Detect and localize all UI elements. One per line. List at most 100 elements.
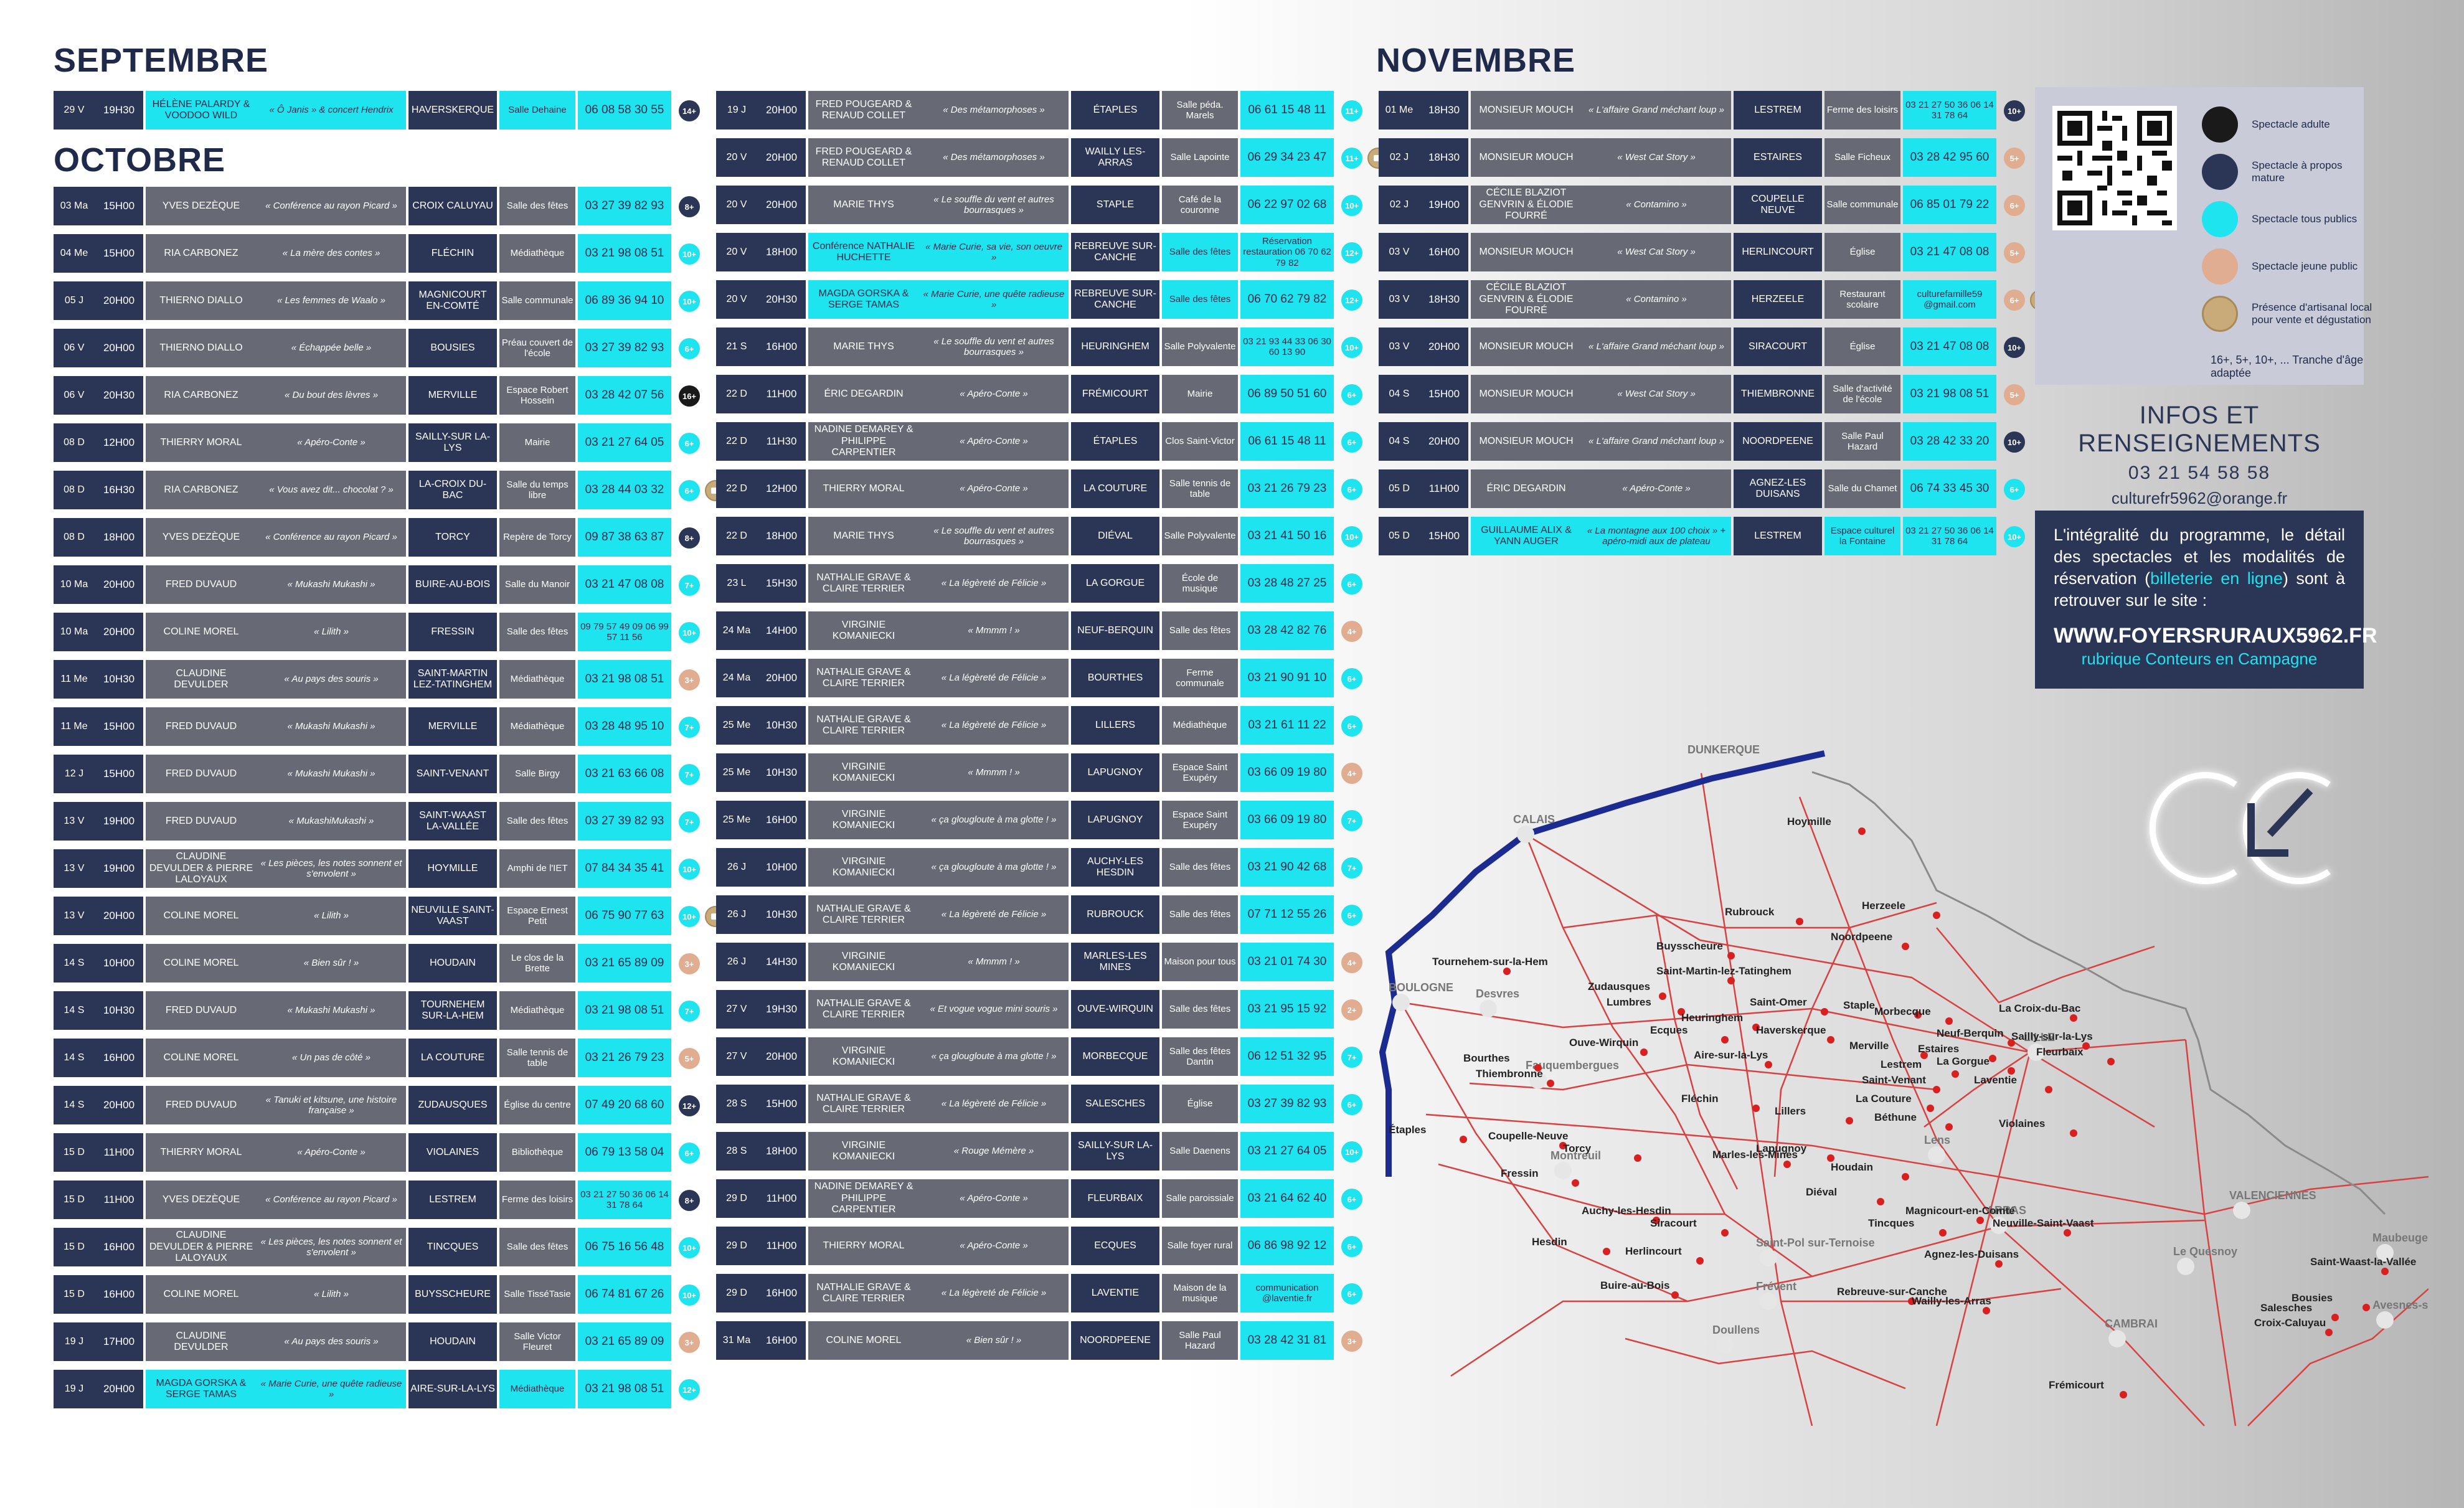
event-artist: NATHALIE GRAVE & CLAIRE TERRIER (808, 1085, 919, 1123)
event-venue: Médiathèque (499, 660, 575, 699)
event-phone[interactable]: 03 21 93 44 33 06 30 60 13 90 (1240, 328, 1334, 366)
event-phone[interactable]: 03 28 42 82 76 (1240, 611, 1334, 650)
event-phone[interactable]: 03 21 65 89 09 (578, 944, 671, 983)
map-label: La Gorgue (1937, 1055, 1990, 1067)
event-phone[interactable]: 03 27 39 82 93 (1240, 1085, 1334, 1123)
map-label: DUNKERQUE (1688, 743, 1760, 756)
event-date: 14 S (54, 991, 95, 1030)
event-phone[interactable]: 03 21 63 66 08 (578, 755, 671, 793)
event-phone[interactable]: culturefamille59 @gmail.com (1903, 280, 1996, 319)
event-phone[interactable]: 03 21 41 50 16 (1240, 517, 1334, 555)
age-badge: 2+ (1341, 999, 1362, 1020)
event-phone[interactable]: communication @laventie.fr (1240, 1274, 1334, 1312)
event-phone[interactable]: 03 28 44 03 32 (578, 471, 671, 509)
event-date: 21 S (716, 328, 757, 366)
event-phone[interactable]: 07 71 12 55 26 (1240, 895, 1334, 934)
website-link[interactable]: WWW.FOYERSRURAUX5962.FR (2054, 624, 2377, 648)
event-title: « Contamino » (1582, 280, 1731, 319)
info-phone[interactable]: 03 21 54 58 58 (2128, 463, 2271, 483)
event-phone[interactable]: 03 21 26 79 23 (1240, 469, 1334, 508)
qr-code[interactable] (2052, 106, 2177, 230)
event-phone[interactable]: 03 21 61 11 22 (1240, 706, 1334, 745)
event-phone[interactable]: 03 27 39 82 93 (578, 329, 671, 367)
event-phone[interactable]: 07 84 34 35 41 (578, 849, 671, 888)
event-phone[interactable]: 06 75 16 56 48 (578, 1228, 671, 1266)
map-label: Siracourt (1650, 1217, 1697, 1229)
event-phone[interactable]: 06 12 51 32 95 (1240, 1037, 1334, 1076)
event-city: SALESCHES (1071, 1085, 1159, 1123)
event-artist: NATHALIE GRAVE & CLAIRE TERRIER (808, 659, 919, 697)
map-label: Frémicourt (2049, 1379, 2104, 1391)
event-phone[interactable]: Réservation restauration 06 70 62 79 82 (1240, 233, 1334, 271)
event-date: 29 D (716, 1274, 757, 1312)
event-phone[interactable]: 03 66 09 19 80 (1240, 753, 1334, 792)
event-phone[interactable]: 03 21 27 50 36 06 14 31 78 64 (578, 1180, 671, 1219)
event-phone[interactable]: 09 79 57 49 09 06 99 57 11 56 (578, 613, 671, 651)
event-phone[interactable]: 06 85 01 79 22 (1903, 186, 1996, 224)
event-phone[interactable]: 03 21 27 50 36 06 14 31 78 64 (1903, 517, 1996, 555)
event-venue: Salle Polyvalente (1162, 517, 1238, 555)
event-artist: CLAUDINE DEVULDER (146, 660, 257, 699)
event-phone[interactable]: 03 21 47 08 08 (1903, 233, 1996, 271)
event-artist: COLINE MOREL (146, 897, 257, 935)
info-email[interactable]: culturefr5962@orange.fr (2111, 489, 2288, 507)
event-phone[interactable]: 03 27 39 82 93 (578, 187, 671, 225)
event-date: 06 V (54, 376, 95, 415)
event-phone[interactable]: 03 27 39 82 93 (578, 802, 671, 841)
event-phone[interactable]: 06 08 58 30 55 (578, 91, 671, 130)
event-city: MORBECQUE (1071, 1037, 1159, 1076)
event-artist: FRED POUGEARD & RENAUD COLLET (808, 138, 919, 177)
event-phone[interactable]: 03 21 01 74 30 (1240, 943, 1334, 981)
event-phone[interactable]: 03 21 95 15 92 (1240, 990, 1334, 1029)
event-title: « La légèreté de Félicie » (919, 659, 1069, 697)
event-phone[interactable]: 03 21 98 08 51 (578, 660, 671, 699)
event-phone[interactable]: 03 28 48 27 25 (1240, 564, 1334, 603)
event-phone[interactable]: 06 75 90 77 63 (578, 897, 671, 935)
event-phone[interactable]: 03 28 42 33 20 (1903, 422, 1996, 461)
event-phone[interactable]: 03 28 42 31 81 (1240, 1321, 1334, 1360)
event-phone[interactable]: 06 61 15 48 11 (1240, 91, 1334, 130)
age-badge: 16+ (679, 385, 700, 407)
event-phone[interactable]: 03 21 90 91 10 (1240, 659, 1334, 697)
event-phone[interactable]: 03 21 90 42 68 (1240, 848, 1334, 887)
event-phone[interactable]: 03 21 26 79 23 (578, 1039, 671, 1077)
map-label: Saint-Martin-lez-Tatinghem (1656, 965, 1791, 977)
age-badge: 6+ (1341, 479, 1362, 500)
event-artist: Conférence NATHALIE HUCHETTE (808, 233, 919, 271)
event-phone[interactable]: 09 87 38 63 87 (578, 518, 671, 557)
event-phone[interactable]: 06 22 97 02 68 (1240, 186, 1334, 224)
event-time: 20H00 (757, 1037, 806, 1076)
event-phone[interactable]: 03 21 47 08 08 (578, 565, 671, 604)
event-phone[interactable]: 06 74 33 45 30 (1903, 469, 1996, 508)
event-time: 10H30 (757, 895, 806, 934)
event-phone[interactable]: 06 79 13 58 04 (578, 1133, 671, 1172)
event-phone[interactable]: 03 21 65 89 09 (578, 1322, 671, 1361)
event-phone[interactable]: 06 89 36 94 10 (578, 281, 671, 320)
event-artist: VIRGINIE KOMANIECKI (808, 753, 919, 792)
event-phone[interactable]: 06 29 34 23 47 (1240, 138, 1334, 177)
event-phone[interactable]: 06 61 15 48 11 (1240, 422, 1334, 461)
event-artist: MAGDA GORSKA & SERGE TAMAS (808, 280, 919, 319)
map-label: Violaines (1999, 1118, 2045, 1129)
event-phone[interactable]: 06 89 50 51 60 (1240, 375, 1334, 413)
event-phone[interactable]: 03 28 42 07 56 (578, 376, 671, 415)
event-phone[interactable]: 03 21 98 08 51 (578, 991, 671, 1030)
event-phone[interactable]: 07 49 20 68 60 (578, 1086, 671, 1124)
event-phone[interactable]: 03 21 64 62 40 (1240, 1179, 1334, 1218)
event-venue: Église (1162, 1085, 1238, 1123)
event-phone[interactable]: 06 70 62 79 82 (1240, 280, 1334, 319)
event-phone[interactable]: 03 66 09 19 80 (1240, 801, 1334, 839)
event-phone[interactable]: 03 21 27 64 05 (578, 423, 671, 462)
event-phone[interactable]: 06 86 98 92 12 (1240, 1227, 1334, 1265)
event-phone[interactable]: 03 28 42 95 60 (1903, 138, 1996, 177)
event-phone[interactable]: 03 28 48 95 10 (578, 707, 671, 746)
event-phone[interactable]: 03 21 98 08 51 (578, 1370, 671, 1408)
event-artist: NATHALIE GRAVE & CLAIRE TERRIER (808, 990, 919, 1029)
event-phone[interactable]: 03 21 47 08 08 (1903, 328, 1996, 366)
event-phone[interactable]: 03 21 27 50 36 06 14 31 78 64 (1903, 91, 1996, 130)
event-phone[interactable]: 03 21 27 64 05 (1240, 1132, 1334, 1171)
event-phone[interactable]: 03 21 98 08 51 (578, 234, 671, 273)
event-phone[interactable]: 03 21 98 08 51 (1903, 375, 1996, 413)
event-phone[interactable]: 06 74 81 67 26 (578, 1275, 671, 1314)
event-venue: Espace culturel la Fontaine (1824, 517, 1900, 555)
